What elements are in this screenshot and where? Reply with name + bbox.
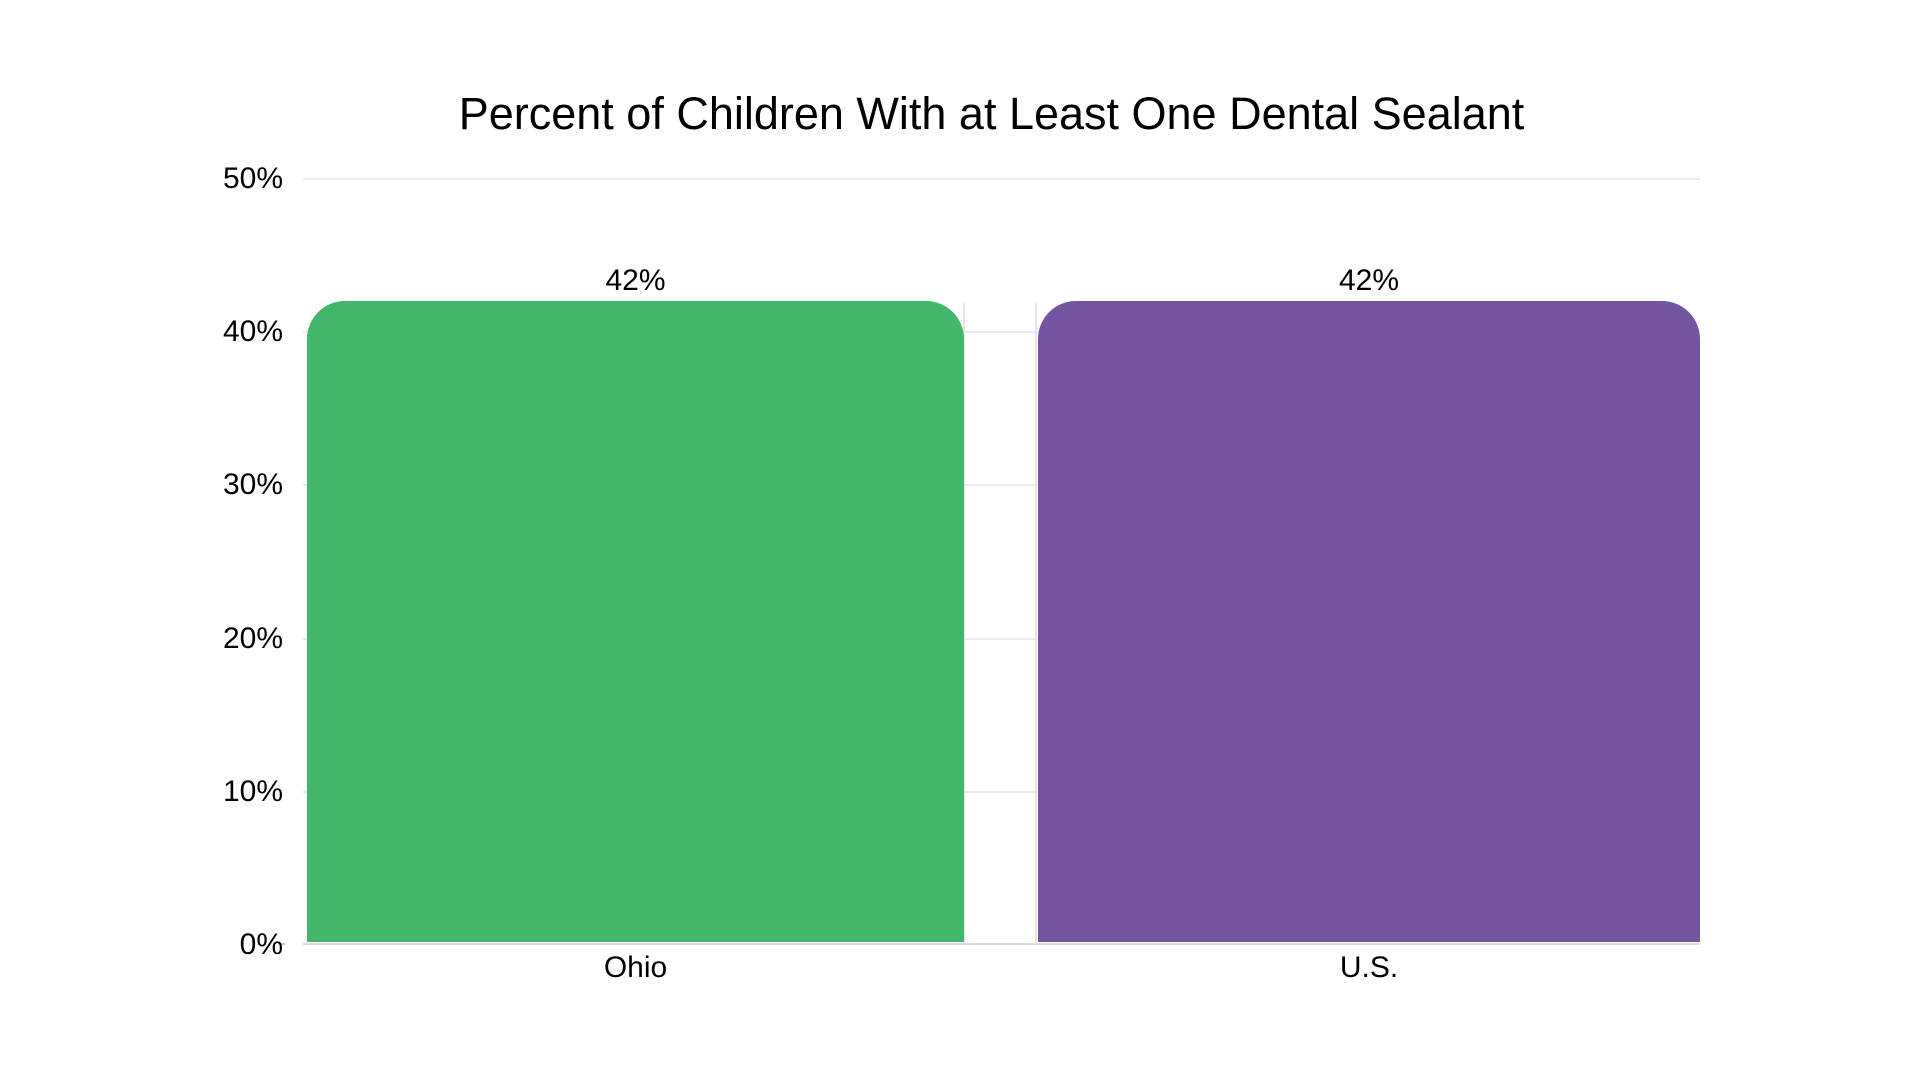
x-tick-label-us: U.S. [1339, 951, 1399, 984]
x-axis-baseline [303, 943, 1700, 945]
bar-ohio[interactable] [307, 301, 964, 942]
chart-title: Percent of Children With at Least One De… [458, 88, 1525, 139]
bar-us[interactable] [1038, 301, 1700, 942]
y-tick-label-10: 10% [222, 775, 283, 808]
gridline-10pct [303, 791, 1700, 793]
y-axis-zero-tick [278, 943, 285, 945]
y-tick-label-0: 0% [239, 928, 283, 961]
x-tick-label-ohio: Ohio [603, 951, 668, 984]
gridline-50pct [303, 178, 1700, 180]
gap-edge-line-left [963, 303, 965, 943]
y-tick-label-40: 40% [222, 315, 283, 348]
y-tick-label-50: 50% [222, 162, 283, 195]
gridline-30pct [303, 484, 1700, 486]
y-tick-label-30: 30% [222, 468, 283, 501]
value-label-ohio: 42% [605, 264, 666, 297]
gap-edge-line-right [1035, 303, 1037, 943]
gridline-20pct [303, 638, 1700, 640]
gridline-40pct [303, 331, 1700, 333]
value-label-us: 42% [1338, 264, 1400, 297]
y-tick-label-20: 20% [222, 622, 283, 655]
